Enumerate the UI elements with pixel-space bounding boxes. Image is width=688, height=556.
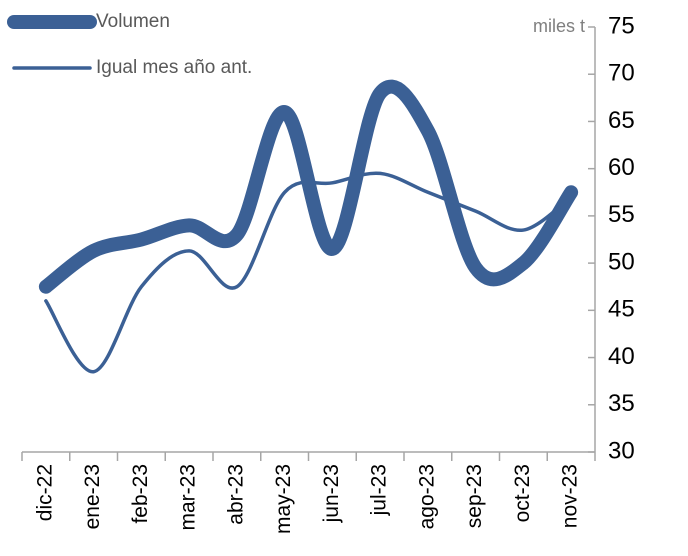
y-tick-label: 40	[608, 343, 635, 370]
x-tick-label: ene-23	[81, 464, 104, 529]
x-tick-label: dic-22	[33, 464, 56, 521]
y-tick-label: 45	[608, 296, 635, 323]
legend-label: Igual mes año ant.	[96, 57, 252, 78]
x-tick-label: nov-23	[559, 464, 582, 528]
unit-label: miles t	[533, 16, 585, 36]
x-tick-label: may-23	[272, 464, 295, 534]
legend-label: Volumen	[96, 11, 170, 32]
y-tick-label: 60	[608, 154, 635, 181]
y-tick-label: 75	[608, 12, 635, 39]
y-tick-label: 55	[608, 201, 635, 228]
x-tick-label: jun-23	[320, 464, 343, 523]
x-tick-label: oct-23	[511, 464, 534, 522]
series-line	[44, 171, 573, 374]
y-tick-label: 65	[608, 107, 635, 134]
x-tick-label: jul-23	[368, 464, 391, 516]
x-tick-label: mar-23	[177, 464, 200, 531]
series-line	[38, 79, 579, 294]
x-tick-label: feb-23	[129, 464, 152, 524]
x-tick-label: sep-23	[463, 464, 486, 528]
x-tick-label: ago-23	[415, 464, 438, 529]
y-tick-label: 35	[608, 390, 635, 417]
x-tick-label: abr-23	[224, 464, 247, 525]
y-tick-label: 50	[608, 248, 635, 275]
y-tick-label: 70	[608, 60, 635, 87]
y-tick-label: 30	[608, 437, 635, 464]
